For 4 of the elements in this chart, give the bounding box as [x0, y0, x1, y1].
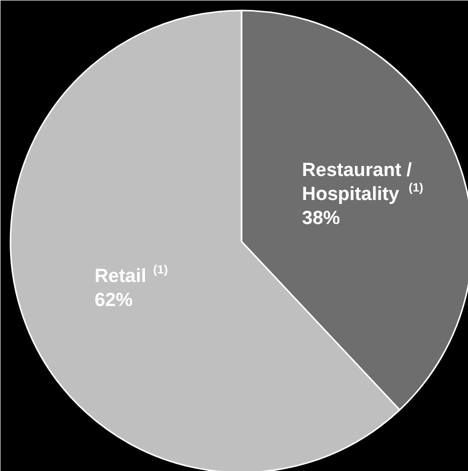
- data-label: 38%: [302, 208, 340, 230]
- data-label: 62%: [94, 290, 133, 311]
- slice-label: Restaurant / Hospitality (1): [302, 160, 424, 206]
- slice-label: Retail (1): [94, 262, 168, 287]
